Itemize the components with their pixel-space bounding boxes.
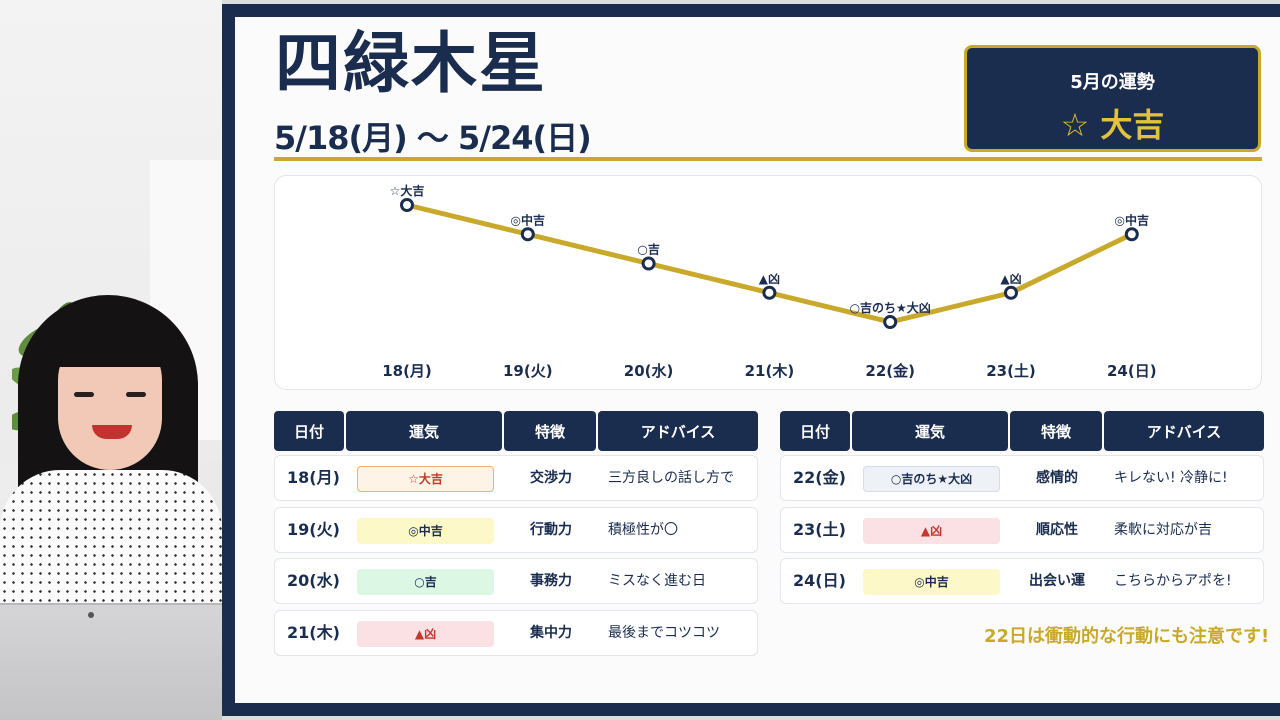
- row-feature: 集中力: [530, 624, 572, 641]
- header-advice: アドバイス: [1104, 411, 1264, 451]
- fortune-badge: ▲凶: [863, 517, 1000, 544]
- data-point: [520, 227, 535, 242]
- data-label: ▲凶: [1000, 272, 1021, 286]
- laptop: [0, 603, 222, 720]
- row-advice: ミスなく進む日: [608, 573, 706, 589]
- data-label: ◎中吉: [1115, 212, 1149, 227]
- fortune-chart-card: ☆大吉 ◎中吉 ○吉 ▲凶 ○吉のち★大凶 ▲凶 ◎中吉 18(月) 19(火) 20(水) 21(…: [274, 175, 1262, 390]
- row-feature: 行動力: [530, 521, 572, 538]
- row-feature: 順応性: [1036, 521, 1078, 538]
- header-date: 日付: [780, 411, 850, 451]
- presenter-blouse: [0, 470, 222, 620]
- table-row: 24(日) ◎中吉 出会い運 こちらからアポを!: [780, 558, 1264, 604]
- x-tick-label: 18(月): [382, 362, 432, 380]
- row-date: 22(金): [793, 468, 846, 487]
- x-tick-label: 19(火): [503, 362, 553, 380]
- monthly-fortune-box: 5月の運勢 ☆ 大吉: [964, 45, 1261, 152]
- date-range: 5/18(月) ～ 5/24(日): [274, 119, 592, 157]
- fortune-table-right: 日付 運気 特徴 アドバイス 22(金) ○吉のち★大凶 感情的 キレない! 冷静に! 23(土…: [780, 411, 1264, 606]
- x-tick-label: 22(金): [865, 362, 915, 380]
- header-advice: アドバイス: [598, 411, 758, 451]
- data-label: ▲凶: [759, 272, 780, 286]
- presenter-mouth: [92, 425, 132, 439]
- row-date: 24(日): [793, 571, 846, 590]
- table-row: 19(火) ◎中吉 行動力 積極性が〇: [274, 506, 758, 553]
- fortune-badge: ○吉のち★大凶: [863, 466, 1000, 492]
- row-date: 19(火): [287, 519, 340, 539]
- fortune-badge: ◎中吉: [357, 517, 494, 544]
- caution-note: 22日は衝動的な行動にも注意です!: [984, 626, 1270, 647]
- row-date: 18(月): [287, 468, 340, 487]
- fortune-table-left: 日付 運気 特徴 アドバイス 18(月) ☆大吉 交渉力 三方良しの話し方で 19(火) ◎中吉 行…: [274, 411, 758, 656]
- header-date: 日付: [274, 411, 344, 451]
- fortune-badge: ☆大吉: [357, 466, 494, 492]
- presenter-eye-left: [74, 392, 94, 397]
- x-tick-label: 21(木): [745, 362, 795, 380]
- title-underline: [274, 157, 1262, 161]
- presenter-eye-right: [126, 392, 146, 397]
- header-feature: 特徴: [1010, 411, 1102, 451]
- header-fortune: 運気: [852, 411, 1008, 451]
- table-row: 18(月) ☆大吉 交渉力 三方良しの話し方で: [274, 455, 758, 501]
- row-date: 23(土): [793, 519, 846, 539]
- fortune-line-chart: ☆大吉 ◎中吉 ○吉 ▲凶 ○吉のち★大凶 ▲凶 ◎中吉 18(月) 19(火) 20(水) 21(…: [382, 183, 1157, 380]
- x-tick-label: 24(日): [1107, 362, 1157, 380]
- data-label: ☆大吉: [390, 183, 425, 198]
- x-tick-label: 20(水): [624, 362, 674, 380]
- x-tick-label: 23(土): [986, 362, 1036, 380]
- row-advice: キレない! 冷静に!: [1114, 470, 1228, 486]
- data-point: [1124, 227, 1139, 242]
- row-feature: 感情的: [1036, 470, 1078, 486]
- data-point: [400, 198, 414, 212]
- row-advice: 最後までコツコツ: [608, 624, 720, 641]
- fortune-badge: ◎中吉: [863, 569, 1000, 595]
- table-row: 21(木) ▲凶 集中力 最後までコツコツ: [274, 609, 758, 656]
- header-fortune: 運気: [346, 411, 502, 451]
- row-advice: 三方良しの話し方で: [608, 470, 734, 486]
- data-point: [762, 285, 777, 300]
- table-row: 23(土) ▲凶 順応性 柔軟に対応が吉: [780, 506, 1264, 553]
- row-feature: 事務力: [530, 573, 572, 589]
- row-date: 20(水): [287, 571, 340, 590]
- laptop-camera: [88, 612, 94, 618]
- data-label: ○吉: [637, 242, 659, 257]
- header-feature: 特徴: [504, 411, 596, 451]
- monthly-fortune-label: 5月の運勢: [1070, 72, 1155, 93]
- data-point: [883, 315, 898, 329]
- row-date: 21(木): [287, 622, 340, 642]
- data-label: ◎中吉: [511, 212, 545, 227]
- table-row: 20(水) ○吉 事務力 ミスなく進む日: [274, 558, 758, 604]
- presenter-webcam: [0, 0, 222, 720]
- monthly-fortune-value: ☆ 大吉: [1060, 106, 1165, 144]
- fortune-badge: ○吉: [357, 569, 494, 595]
- table-row: 22(金) ○吉のち★大凶 感情的 キレない! 冷静に!: [780, 455, 1264, 501]
- row-advice: 柔軟に対応が吉: [1114, 521, 1212, 538]
- data-label: ○吉のち★大凶: [850, 300, 931, 315]
- slide-title: 四緑木星: [275, 24, 547, 102]
- data-point: [641, 256, 656, 271]
- row-feature: 交渉力: [530, 470, 572, 486]
- row-advice: こちらからアポを!: [1114, 573, 1232, 589]
- row-feature: 出会い運: [1029, 573, 1085, 589]
- row-advice: 積極性が〇: [608, 521, 678, 538]
- fortune-badge: ▲凶: [357, 620, 494, 647]
- data-point: [1004, 285, 1018, 300]
